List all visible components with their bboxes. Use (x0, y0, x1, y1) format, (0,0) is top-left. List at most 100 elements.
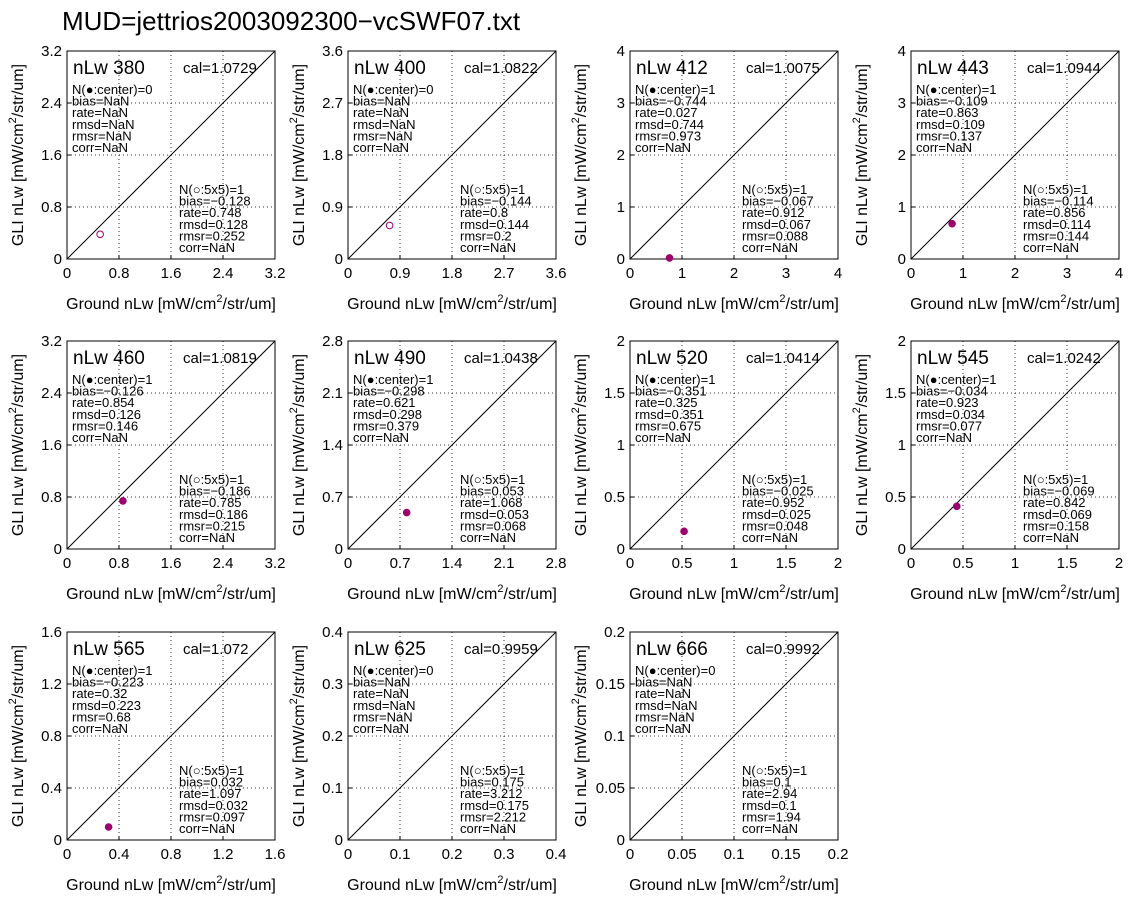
center-stat: rmsr=0.137 (916, 128, 982, 143)
panel-label: nLw 490 (354, 348, 426, 369)
one-to-one-line (910, 340, 1120, 550)
panel-label: nLw 520 (636, 348, 708, 369)
box-stat: N(○:5x5)=1 (179, 182, 244, 197)
center-stat: corr=NaN (916, 140, 972, 155)
x-tick-label: 0.8 (161, 846, 182, 863)
center-stat: corr=NaN (353, 140, 409, 155)
panel-label: nLw 443 (917, 58, 989, 79)
x-tick-label: 0.8 (109, 265, 130, 282)
box-stat: corr=NaN (742, 240, 798, 255)
y-tick-label: 1.6 (41, 437, 62, 454)
y-tick-label: 3 (617, 95, 625, 112)
center-stat: corr=NaN (916, 430, 972, 445)
panel-label: nLw 412 (636, 58, 708, 79)
y-tick-label: 2 (898, 147, 906, 164)
x-tick-label: 0 (344, 555, 352, 572)
center-stat: bias=−0.298 (353, 384, 425, 399)
cal-label: cal=1.0822 (464, 60, 538, 77)
center-point (952, 502, 961, 511)
panel-nlw-412: 00 1 1 2 2 3 3 4 4 nLw 412 cal=1.0075 N(●:center)=1… (570, 43, 842, 313)
x-tick-label: 1 (959, 265, 967, 282)
x-axis-label: Ground nLw [mW/cm2/str/um] (910, 293, 1120, 313)
y-tick-label: 2.1 (322, 385, 343, 402)
y-tick-label: 0.8 (41, 728, 62, 745)
y-tick-label: 0.8 (41, 489, 62, 506)
y-tick-label: 1.6 (41, 624, 62, 641)
y-tick-label: 0 (54, 541, 62, 558)
box-stat: bias=−0.069 (1023, 484, 1095, 499)
y-tick-label: 1.2 (41, 676, 62, 693)
y-axis-label: GLI nLw [mW/cm2/str/um] (570, 645, 590, 827)
page-title: MUD=jettrios2003092300−vcSWF07.txt (62, 6, 521, 36)
y-tick-label: 1.8 (322, 147, 343, 164)
y-tick-label: 1 (617, 437, 625, 454)
center-stat: corr=NaN (635, 140, 691, 155)
x-tick-label: 1.6 (161, 265, 182, 282)
box-stat: N(○:5x5)=1 (179, 472, 244, 487)
y-tick-label: 0.5 (604, 489, 625, 506)
x-tick-label: 1 (678, 265, 686, 282)
x-axis-label: Ground nLw [mW/cm2/str/um] (629, 874, 839, 894)
y-axis-label: GLI nLw [mW/cm2/str/um] (851, 64, 871, 246)
box-stat: bias=0.1 (742, 775, 792, 790)
x-tick-label: 0 (907, 265, 915, 282)
x-tick-label: 0 (907, 555, 915, 572)
x-tick-label: 2 (730, 265, 738, 282)
x-tick-label: 0 (626, 846, 634, 863)
box-stat: rmsr=1.94 (742, 809, 801, 824)
box-stat: rate=1.097 (179, 786, 242, 801)
y-tick-label: 0.4 (322, 624, 343, 641)
y-tick-label: 0.1 (322, 780, 343, 797)
box-stat: N(○:5x5)=1 (460, 182, 525, 197)
x-tick-label: 0.5 (953, 555, 974, 572)
box-stat: rmsr=2.212 (460, 809, 526, 824)
center-stat: rmsr=0.146 (72, 418, 138, 433)
panel-label: nLw 666 (636, 639, 708, 660)
box-stat: N(○:5x5)=1 (460, 472, 525, 487)
center-stat: rmsr=0.379 (353, 418, 419, 433)
panel-nlw-490: 00 0.7 0.7 1.4 1.4 2.1 2.1 2.8 2.8 nLw 490 cal=1.0… (288, 333, 566, 603)
one-to-one-line (347, 50, 557, 260)
cal-label: cal=1.0819 (183, 350, 257, 367)
y-tick-label: 3 (898, 95, 906, 112)
y-tick-label: 0.15 (596, 676, 625, 693)
axes-box (910, 340, 1120, 550)
box-stat: corr=NaN (1023, 530, 1079, 545)
box-stat: rmsr=0.097 (179, 809, 245, 824)
box-stat: bias=−0.128 (179, 194, 251, 209)
box-stat: N(○:5x5)=1 (179, 763, 244, 778)
center-stat: rate=NaN (353, 105, 409, 120)
y-axis-label: GLI nLw [mW/cm2/str/um] (7, 354, 27, 536)
y-tick-label: 4 (898, 43, 906, 60)
center-stat: rmsr=NaN (353, 128, 413, 143)
x-tick-label: 0 (63, 265, 71, 282)
y-tick-label: 1 (617, 199, 625, 216)
cal-label: cal=1.0242 (1027, 350, 1101, 367)
box-stat: rmsd=0.186 (179, 507, 248, 522)
y-axis-label: GLI nLw [mW/cm2/str/um] (570, 64, 590, 246)
box-stat: rmsd=0.144 (460, 217, 529, 232)
box-stat: corr=NaN (742, 530, 798, 545)
center-stat: rmsd=0.223 (72, 698, 141, 713)
x-tick-label: 4 (1115, 265, 1123, 282)
box-stat: rate=0.842 (1023, 495, 1086, 510)
y-axis-label: GLI nLw [mW/cm2/str/um] (7, 64, 27, 246)
panel-nlw-625: 00 0.1 0.1 0.2 0.2 0.3 0.3 0.4 0.4 nLw 625 cal=0.9… (288, 624, 566, 894)
center-stat: N(●:center)=1 (916, 372, 996, 387)
center-point (402, 508, 411, 517)
x-tick-label: 1.5 (1057, 555, 1078, 572)
x-tick-label: 3.6 (546, 265, 567, 282)
x-tick-label: 2.8 (546, 555, 567, 572)
panel-nlw-400: 00 0.9 0.9 1.8 1.8 2.7 2.7 3.6 3.6 nLw 400 cal=1.0… (288, 43, 566, 313)
x-axis-label: Ground nLw [mW/cm2/str/um] (347, 874, 557, 894)
y-tick-label: 1.5 (604, 385, 625, 402)
y-axis-label: GLI nLw [mW/cm2/str/um] (288, 645, 308, 827)
center-stat: rate=0.621 (353, 395, 416, 410)
box-stat: rmsd=0.069 (1023, 507, 1092, 522)
cal-label: cal=0.9959 (464, 641, 538, 658)
center-stat: rmsd=0.744 (635, 117, 704, 132)
y-tick-label: 2 (617, 333, 625, 350)
y-tick-label: 0 (898, 541, 906, 558)
x-tick-label: 1 (730, 555, 738, 572)
